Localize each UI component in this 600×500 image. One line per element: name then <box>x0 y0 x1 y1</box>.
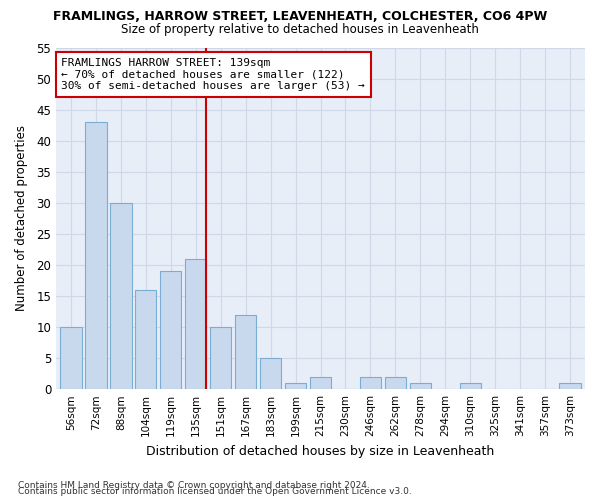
Text: Contains public sector information licensed under the Open Government Licence v3: Contains public sector information licen… <box>18 487 412 496</box>
Bar <box>385 377 406 389</box>
X-axis label: Distribution of detached houses by size in Leavenheath: Distribution of detached houses by size … <box>146 444 494 458</box>
Bar <box>85 122 107 389</box>
Text: Size of property relative to detached houses in Leavenheath: Size of property relative to detached ho… <box>121 22 479 36</box>
Bar <box>235 314 256 389</box>
Bar <box>285 383 306 389</box>
Bar <box>61 327 82 389</box>
Text: Contains HM Land Registry data © Crown copyright and database right 2024.: Contains HM Land Registry data © Crown c… <box>18 481 370 490</box>
Bar <box>160 271 181 389</box>
Text: FRAMLINGS HARROW STREET: 139sqm
← 70% of detached houses are smaller (122)
30% o: FRAMLINGS HARROW STREET: 139sqm ← 70% of… <box>61 58 365 91</box>
Bar <box>360 377 381 389</box>
Bar <box>310 377 331 389</box>
Bar <box>185 258 206 389</box>
Bar <box>260 358 281 389</box>
Bar <box>210 327 232 389</box>
Bar <box>559 383 581 389</box>
Y-axis label: Number of detached properties: Number of detached properties <box>15 126 28 312</box>
Bar <box>110 203 131 389</box>
Text: FRAMLINGS, HARROW STREET, LEAVENHEATH, COLCHESTER, CO6 4PW: FRAMLINGS, HARROW STREET, LEAVENHEATH, C… <box>53 10 547 23</box>
Bar <box>135 290 157 389</box>
Bar <box>410 383 431 389</box>
Bar <box>460 383 481 389</box>
